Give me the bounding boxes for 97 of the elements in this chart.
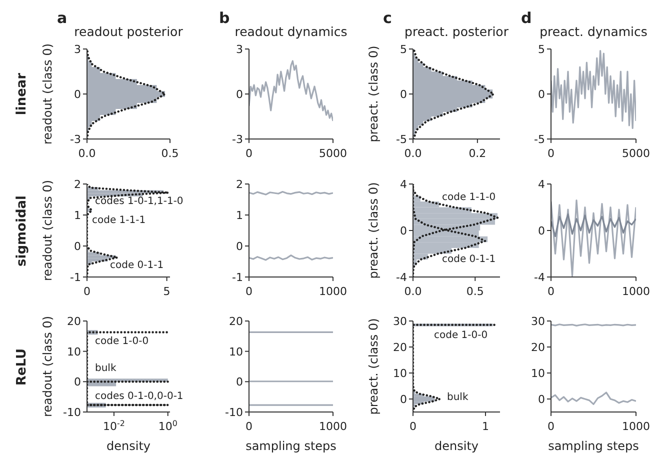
x-tick-label: 0.5 <box>161 147 179 160</box>
y-tick-label: 0 <box>400 224 407 238</box>
annotation: code 1-1-1 <box>92 215 146 227</box>
y-tick-label: -3 <box>70 133 81 146</box>
y-tick-label: 10 <box>531 367 545 380</box>
y-tick-label: 0 <box>236 376 243 389</box>
x-tick-label: 0.2 <box>468 147 486 160</box>
y-tick-label: -10 <box>225 406 243 419</box>
y-tick-label: 0 <box>74 376 81 389</box>
x-tick-label: 0.5 <box>466 285 484 298</box>
y-tick-label: -4 <box>396 271 407 284</box>
text: a <box>57 9 68 27</box>
annotation: codes 0-1-0,0-0-1 <box>95 391 184 403</box>
annotation: code 1-0-0 <box>95 336 149 348</box>
y-axis-title: readout (class 0) <box>40 180 54 282</box>
y-tick-label: -3 <box>232 133 243 146</box>
y-tick-label: -1 <box>232 271 243 284</box>
y-tick-label: -1 <box>70 271 81 284</box>
y-axis-title: preact. (class 0) <box>366 46 380 142</box>
x-tick-label: 0.0 <box>404 147 422 160</box>
text: ReLU <box>14 348 30 386</box>
y-axis-title: preact. (class 0) <box>366 182 380 279</box>
y-tick-label: 5 <box>538 43 545 56</box>
x-tick-label: 0 <box>246 147 252 160</box>
y-tick-label: 1 <box>74 209 81 222</box>
y-tick-label: 0 <box>400 88 407 101</box>
y-tick-label: 0 <box>74 240 81 253</box>
y-tick-label: -5 <box>396 133 407 146</box>
x-tick-label: 5000 <box>622 147 650 160</box>
y-axis-title: readout (class 0) <box>40 43 54 145</box>
x-tick-label: 10$^{-2}$ <box>103 418 125 433</box>
x-tick-label: 10$^{0}$ <box>158 418 178 433</box>
y-tick-label: 2 <box>236 178 243 191</box>
x-tick-label: 0 <box>548 420 554 433</box>
x-tick-label: 1000 <box>622 420 650 433</box>
y-tick-label: 0 <box>538 393 545 406</box>
y-tick-label: 10 <box>229 345 243 358</box>
x-tick-label: 1000 <box>622 285 650 298</box>
y-tick-label: 3 <box>236 43 243 56</box>
x-axis-title: density <box>434 439 478 453</box>
text: linear <box>14 72 30 116</box>
annotation: bulk <box>95 363 116 375</box>
y-tick-label: 0 <box>400 393 407 406</box>
y-tick-label: -5 <box>534 133 545 146</box>
text: d <box>521 9 532 27</box>
annotation: code 0-1-1 <box>110 260 164 272</box>
y-tick-label: 20 <box>393 341 407 354</box>
x-axis-title: density <box>106 439 150 453</box>
y-tick-label: 4 <box>400 178 407 191</box>
x-tick-label: 0 <box>84 285 90 298</box>
y-tick-label: 30 <box>531 315 545 328</box>
y-tick-label: 4 <box>538 178 545 191</box>
y-tick-label: 20 <box>229 315 243 328</box>
text: sigmoidal <box>14 195 30 266</box>
x-tick-label: 0.0 <box>404 285 422 298</box>
y-tick-label: -4 <box>534 271 545 284</box>
x-tick-label: 0 <box>548 285 554 298</box>
annotation: code 1-1-0 <box>442 192 496 204</box>
x-tick-label: 5000 <box>319 147 347 160</box>
x-tick-label: 0 <box>246 285 252 298</box>
y-axis-title: readout (class 0) <box>40 316 54 418</box>
y-tick-label: 0 <box>74 88 81 101</box>
x-axis-title: sampling steps <box>548 439 639 453</box>
annotation: codes 1-0-1,1-1-0 <box>95 196 184 208</box>
y-tick-label: 5 <box>400 43 407 56</box>
chart-title: readout posterior <box>74 24 183 39</box>
y-tick-label: 2 <box>74 178 81 191</box>
y-tick-label: 3 <box>74 43 81 56</box>
y-tick-label: 1 <box>236 209 243 222</box>
y-tick-label: -10 <box>63 406 81 419</box>
y-tick-label: 20 <box>531 341 545 354</box>
y-tick-label: 10 <box>393 367 407 380</box>
y-tick-label: 0 <box>538 88 545 101</box>
text: c <box>383 9 392 27</box>
y-tick-label: 0 <box>538 224 545 238</box>
annotation: bulk <box>447 392 468 404</box>
y-tick-label: 0 <box>236 88 243 101</box>
text: b <box>219 9 230 27</box>
y-tick-label: 20 <box>67 315 81 328</box>
x-tick-label: 0 <box>548 147 554 160</box>
annotation: code 0-1-1 <box>442 254 496 266</box>
x-tick-label: 1000 <box>319 420 347 433</box>
y-tick-label: 0 <box>236 240 243 253</box>
chart-title: preact. dynamics <box>540 24 648 39</box>
x-tick-label: 0.0 <box>78 147 96 160</box>
chart-title: readout dynamics <box>234 24 348 39</box>
x-tick-label: 1 <box>482 420 489 433</box>
annotation: code 1-0-0 <box>434 330 488 342</box>
x-axis-title: sampling steps <box>246 439 336 453</box>
y-tick-label: 10 <box>67 345 81 358</box>
x-tick-label: 1000 <box>319 285 347 298</box>
x-tick-label: 0 <box>246 420 252 433</box>
x-tick-label: 0 <box>410 420 416 433</box>
x-tick-label: 5 <box>163 285 170 298</box>
y-axis-title: preact. (class 0) <box>366 318 380 415</box>
y-tick-label: 30 <box>393 315 407 328</box>
chart-title: preact. posterior <box>404 24 508 39</box>
